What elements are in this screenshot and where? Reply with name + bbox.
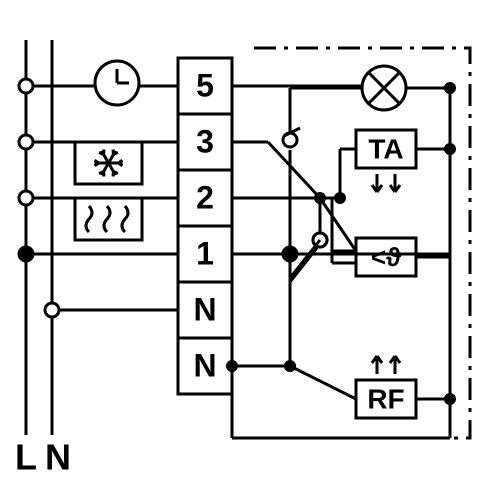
- svg-text:2: 2: [196, 179, 214, 215]
- svg-text:RF: RF: [367, 383, 404, 414]
- svg-text:TA: TA: [368, 133, 403, 164]
- svg-text:3: 3: [196, 123, 214, 159]
- svg-text:5: 5: [196, 67, 214, 103]
- svg-text:N: N: [193, 347, 216, 383]
- svg-text:N: N: [193, 291, 216, 327]
- svg-text:N: N: [45, 437, 71, 478]
- svg-text:1: 1: [196, 235, 214, 271]
- svg-text:L: L: [15, 437, 37, 478]
- svg-text:<ϑ: <ϑ: [371, 242, 402, 272]
- wiring-diagram: LN5321NNTA<ϑRF: [0, 0, 500, 500]
